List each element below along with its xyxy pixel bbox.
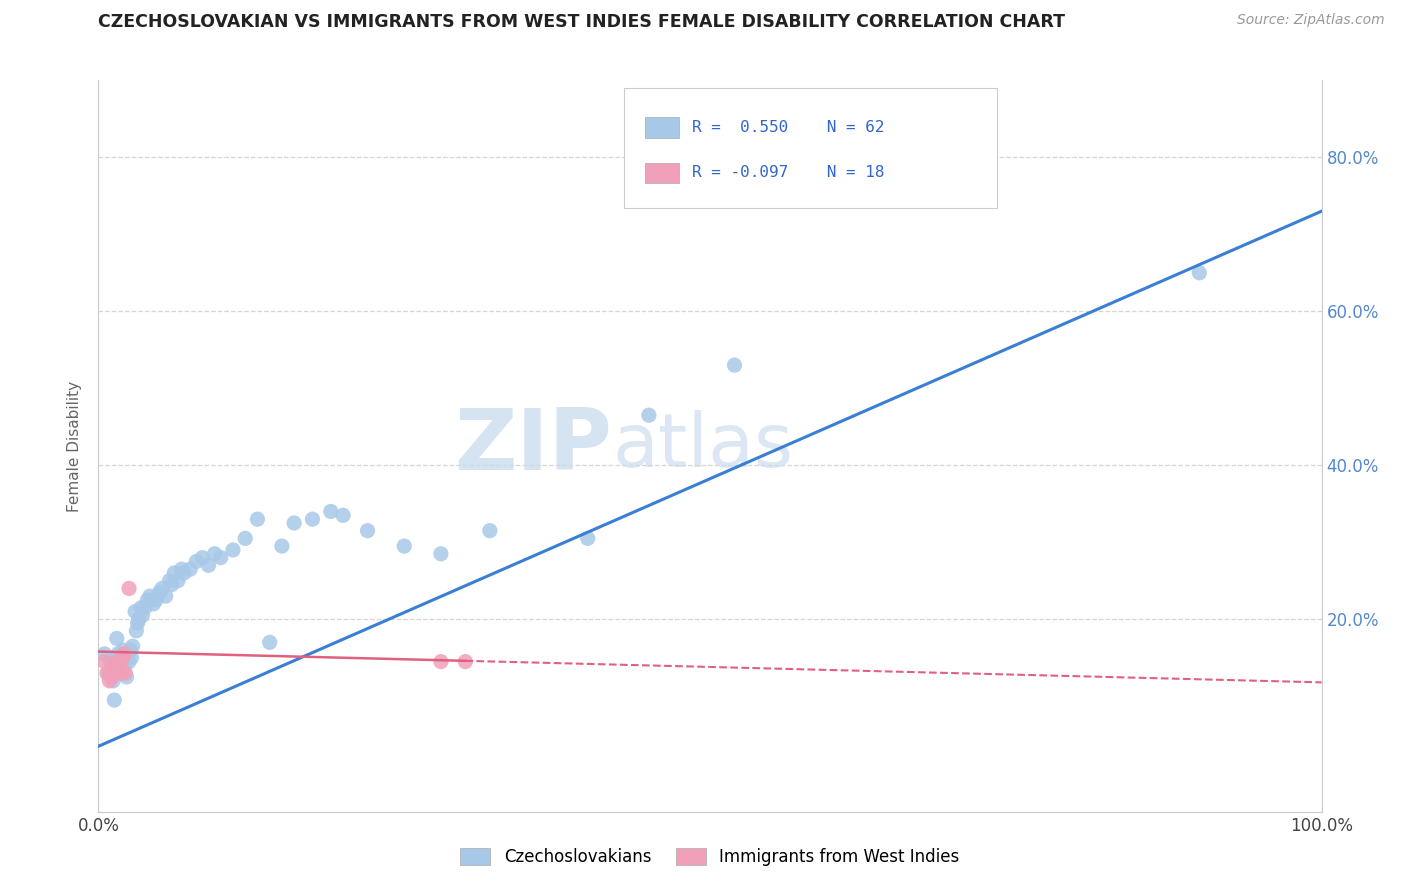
Point (1188, 266, 1211, 280)
Point (97, 666, 120, 681)
Point (139, 589, 162, 603)
Point (356, 524, 378, 538)
Point (160, 577, 183, 591)
Point (111, 650, 134, 665)
Point (233, 532, 256, 546)
Point (186, 554, 208, 568)
Point (101, 670, 124, 684)
Legend: Czechoslovakians, Immigrants from West Indies: Czechoslovakians, Immigrants from West I… (454, 841, 966, 873)
Point (638, 408, 661, 422)
Point (142, 597, 165, 611)
Point (430, 547, 453, 561)
Point (157, 574, 180, 588)
Point (120, 643, 142, 657)
Point (301, 512, 323, 526)
Point (128, 612, 150, 626)
Point (392, 539, 416, 553)
Point (454, 655, 477, 669)
Point (167, 574, 190, 588)
Point (131, 608, 153, 623)
Point (124, 605, 146, 619)
Point (111, 655, 134, 669)
Point (111, 666, 134, 681)
Point (105, 655, 128, 669)
Point (173, 566, 195, 580)
Text: CZECHOSLOVAKIAN VS IMMIGRANTS FROM WEST INDIES FEMALE DISABILITY CORRELATION CHA: CZECHOSLOVAKIAN VS IMMIGRANTS FROM WEST … (98, 13, 1066, 31)
Point (105, 632, 128, 646)
Point (103, 658, 125, 673)
Point (112, 662, 135, 676)
Point (149, 585, 172, 599)
Point (129, 600, 152, 615)
Point (110, 655, 132, 669)
Point (283, 516, 305, 530)
Point (332, 508, 354, 523)
Point (104, 662, 127, 676)
Point (112, 647, 135, 661)
Point (93, 647, 115, 661)
Point (100, 666, 122, 681)
Point (101, 673, 124, 688)
Point (134, 600, 156, 615)
Point (319, 504, 342, 518)
Point (136, 593, 159, 607)
Point (96, 666, 118, 681)
Text: Source: ZipAtlas.com: Source: ZipAtlas.com (1237, 13, 1385, 28)
Point (209, 550, 232, 565)
Text: atlas: atlas (612, 409, 793, 483)
Point (114, 666, 136, 681)
Point (93, 655, 115, 669)
Point (110, 658, 132, 673)
Point (121, 639, 143, 653)
Point (155, 589, 177, 603)
Point (576, 532, 599, 546)
Point (430, 655, 453, 669)
Text: ZIP: ZIP (454, 404, 612, 488)
Point (98, 673, 121, 688)
FancyBboxPatch shape (645, 162, 679, 183)
Point (108, 650, 131, 665)
Point (204, 547, 226, 561)
Point (111, 643, 134, 657)
Point (100, 655, 122, 669)
Point (127, 616, 149, 631)
Text: R = -0.097    N = 18: R = -0.097 N = 18 (692, 165, 884, 180)
Point (478, 524, 501, 538)
Point (117, 647, 139, 661)
Point (170, 562, 193, 576)
Point (259, 635, 281, 649)
Text: R =  0.550    N = 62: R = 0.550 N = 62 (692, 120, 884, 135)
Point (246, 512, 269, 526)
Point (125, 624, 148, 638)
Point (103, 693, 125, 707)
Point (723, 358, 745, 372)
Point (150, 582, 173, 596)
Point (115, 670, 138, 684)
Point (120, 650, 142, 665)
Point (107, 658, 129, 673)
Point (191, 550, 214, 565)
FancyBboxPatch shape (645, 117, 679, 137)
Point (270, 539, 294, 553)
Point (107, 647, 129, 661)
Point (163, 566, 186, 580)
Point (118, 655, 141, 669)
Point (108, 662, 131, 676)
Point (222, 543, 245, 558)
FancyBboxPatch shape (624, 87, 997, 209)
Point (145, 593, 167, 607)
Point (114, 650, 136, 665)
Point (197, 558, 219, 573)
Point (179, 562, 201, 576)
Y-axis label: Female Disability: Female Disability (67, 380, 83, 512)
Point (118, 582, 141, 596)
